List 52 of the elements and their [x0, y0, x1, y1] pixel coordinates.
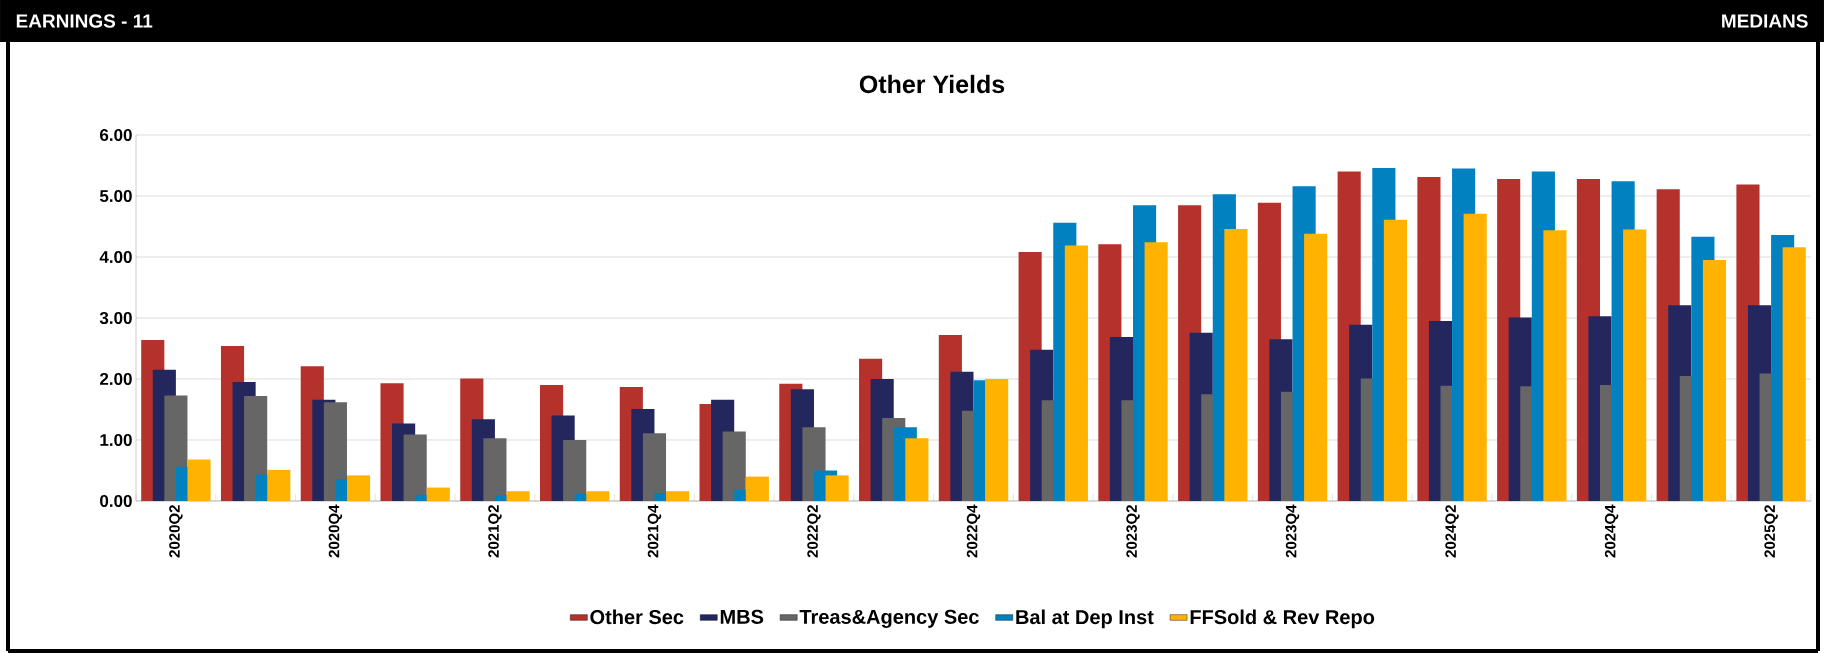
chart-title: Other Yields: [859, 74, 1005, 94]
y-tick-label: 2.00: [99, 372, 132, 386]
y-tick-label: 5.00: [99, 189, 132, 203]
y-tick-label: 6.00: [100, 128, 132, 142]
bar: [426, 487, 450, 501]
x-tick-label: 2021Q4: [647, 504, 662, 558]
bar: [722, 431, 746, 501]
x-tick-label: 2022Q4: [966, 504, 981, 558]
bar: [1383, 219, 1407, 501]
bar: [1064, 245, 1088, 501]
bar: [187, 459, 211, 501]
legend-label: FFSold & Rev Repo: [1190, 609, 1375, 629]
bar: [563, 439, 587, 501]
bar: [666, 491, 690, 501]
bar: [1304, 233, 1328, 501]
x-tick-label: 2020Q4: [328, 504, 343, 558]
bar: [346, 475, 371, 501]
y-tick-label: 0.00: [100, 494, 132, 508]
bar: [1782, 247, 1806, 501]
x-tick-label: 2024Q4: [1604, 504, 1619, 558]
x-tick-label: 2025Q2: [1764, 505, 1778, 558]
y-tick-label: 1.00: [100, 433, 132, 447]
bar: [1224, 228, 1248, 501]
bar: [1543, 230, 1567, 501]
x-tick-label: 2024Q2: [1445, 505, 1459, 558]
text: MEDIANS: [1722, 14, 1808, 28]
legend-label: Treas&Agency Sec: [799, 609, 979, 628]
bar: [506, 491, 530, 501]
legend-label: Bal at Dep Inst: [1016, 609, 1154, 629]
x-tick-label: 2020Q2: [169, 505, 183, 558]
bar: [1144, 242, 1168, 501]
legend-label: MBS: [720, 609, 764, 624]
bar: [267, 469, 291, 501]
text: EARNINGS - 11: [16, 14, 153, 28]
x-tick-label: 2023Q2: [1126, 505, 1140, 558]
bar: [825, 475, 849, 501]
bar: [905, 438, 929, 501]
bar: [1463, 213, 1487, 501]
legend-label: Other Sec: [590, 609, 684, 625]
x-tick-label: 2023Q4: [1285, 504, 1300, 558]
x-tick-label: 2022Q2: [807, 505, 821, 558]
bar: [985, 378, 1009, 501]
bar: [586, 491, 610, 501]
x-tick-label: 2021Q2: [488, 505, 502, 558]
bar: [1702, 260, 1727, 501]
bar: [642, 433, 667, 501]
bar: [483, 438, 507, 501]
y-tick-label: 4.00: [99, 250, 132, 264]
bar: [745, 476, 769, 501]
bar: [403, 434, 427, 501]
y-tick-label: 3.00: [99, 311, 132, 325]
bar: [1623, 229, 1647, 501]
